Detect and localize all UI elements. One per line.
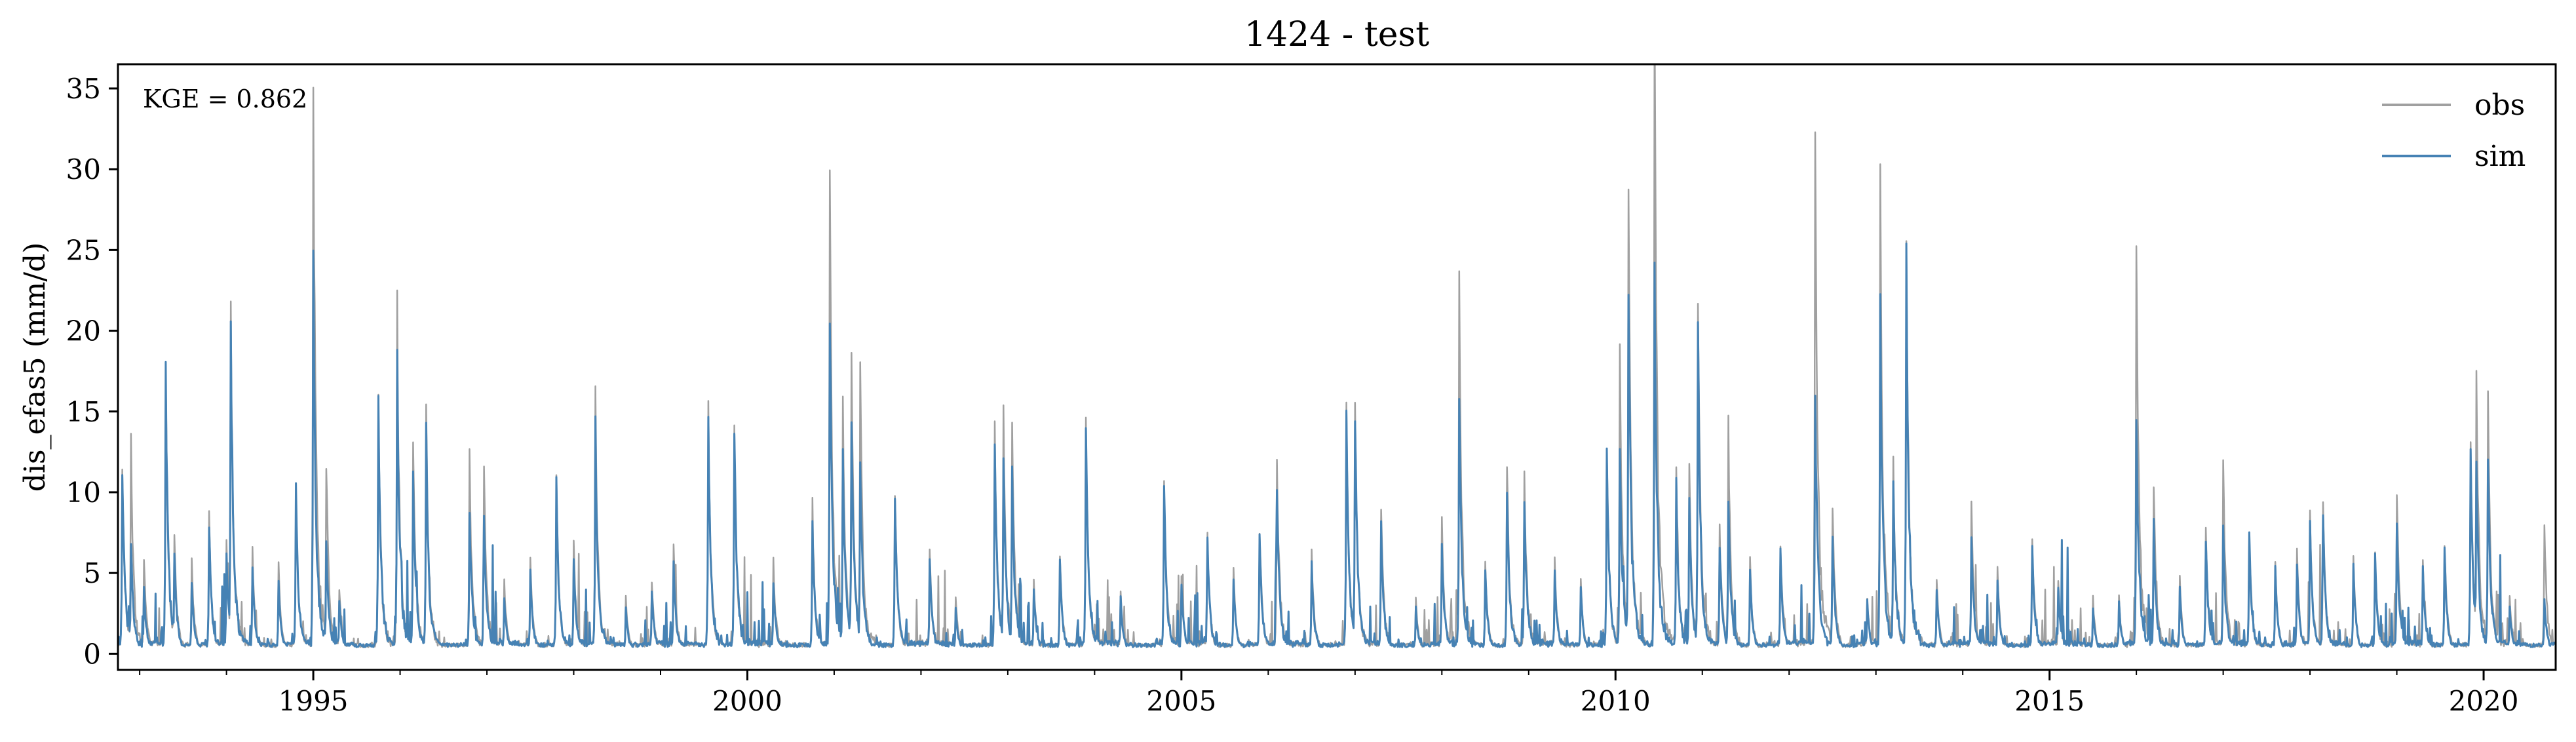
legend-label-sim: sim [2474, 140, 2526, 173]
x-tick-label: 2010 [1581, 685, 1651, 717]
y-tick-label: 5 [83, 557, 101, 589]
x-tick-label: 2020 [2449, 685, 2519, 717]
y-tick-label: 30 [66, 153, 101, 186]
x-axis: 1995 2000 2005 2010 2015 2020 [139, 670, 2519, 717]
x-tick-label: 2000 [712, 685, 782, 717]
series-line-sim [118, 243, 2556, 648]
y-axis-label: dis_efas5 (mm/d) [18, 243, 52, 492]
y-tick-label: 0 [83, 638, 101, 670]
y-tick-label: 10 [66, 477, 101, 509]
y-tick-label: 15 [66, 396, 101, 428]
x-tick-label: 1995 [279, 685, 349, 717]
plot-frame [117, 63, 2557, 671]
kge-annotation: KGE = 0.862 [143, 85, 307, 113]
y-tick-label: 20 [66, 315, 101, 347]
y-tick-label: 35 [66, 73, 101, 105]
y-tick-label: 25 [66, 234, 101, 266]
x-tick-label: 2015 [2014, 685, 2085, 717]
series-layer [118, 64, 2556, 648]
legend-label-obs: obs [2474, 88, 2525, 122]
legend: obs sim [2382, 88, 2526, 173]
y-axis: 0 5 10 15 20 25 30 35 [66, 73, 118, 670]
x-tick-label: 2005 [1146, 685, 1216, 717]
chart-title: 1424 - test [1244, 15, 1429, 54]
